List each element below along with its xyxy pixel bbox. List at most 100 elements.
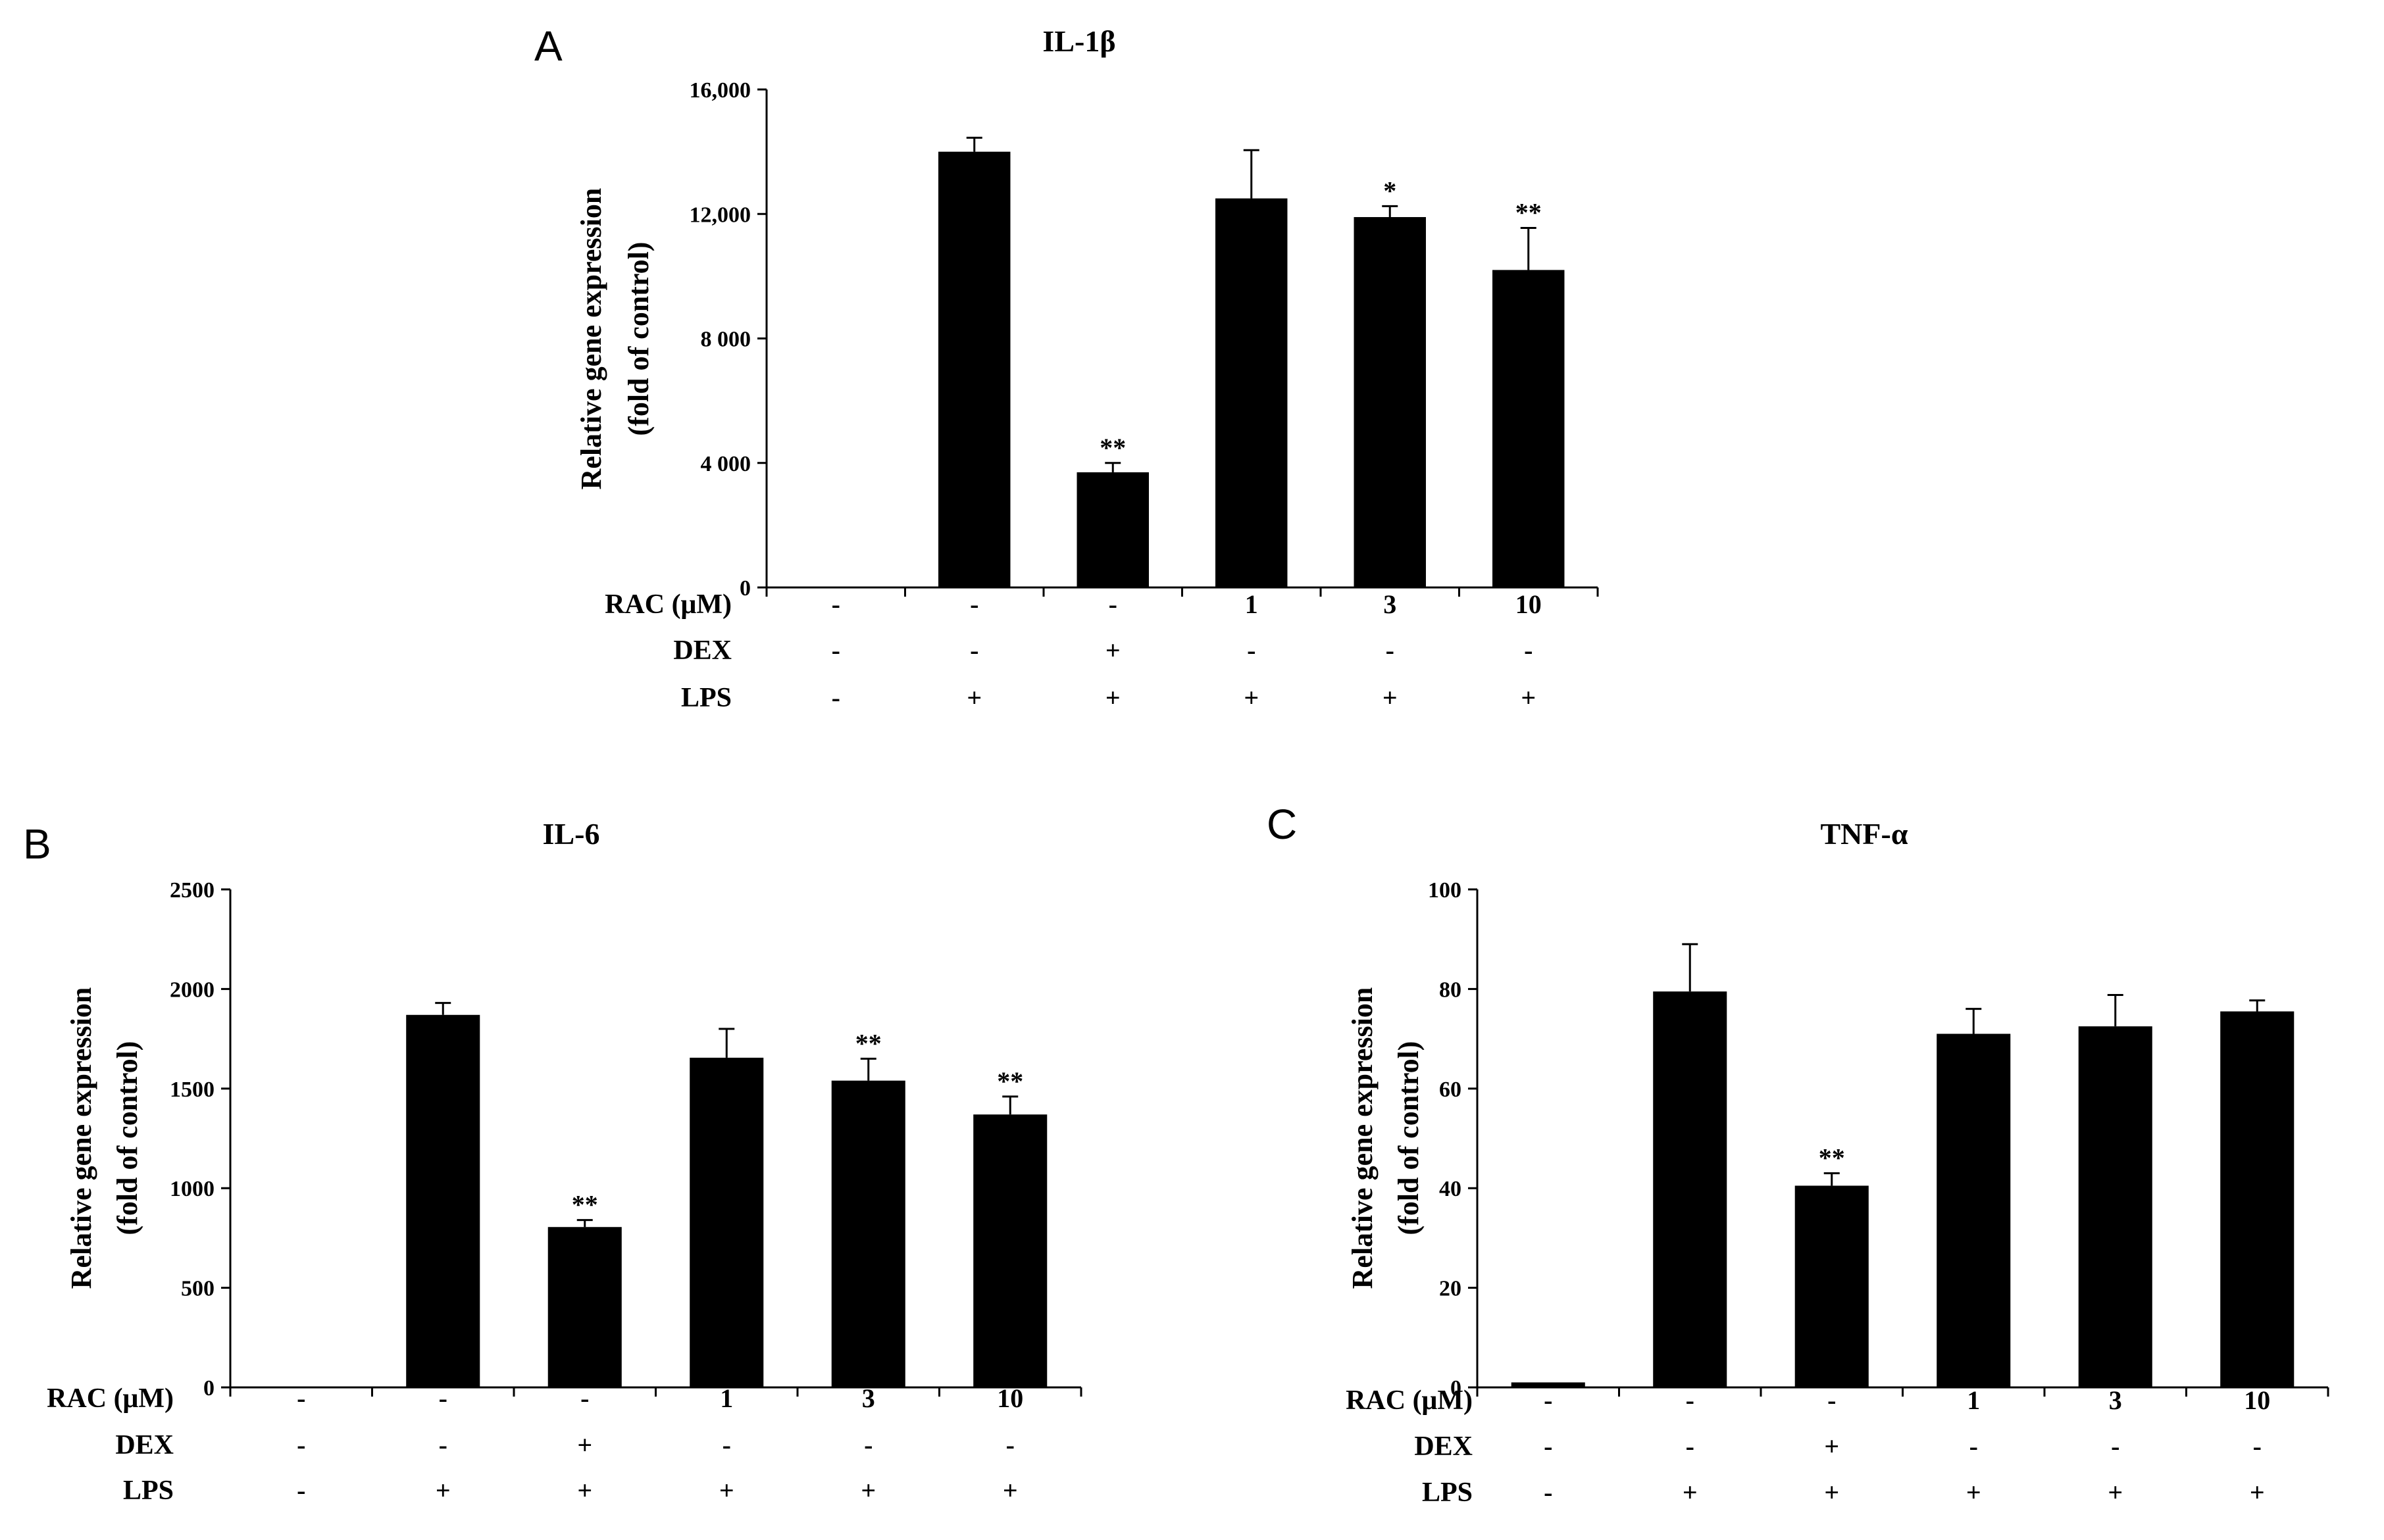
bar [1354, 216, 1426, 587]
bar [2078, 1026, 2152, 1387]
y-axis-label-line: Relative gene expression [65, 987, 97, 1289]
panel-a: A IL-1β Relative gene expression (fold of c… [534, 22, 1599, 713]
condition-cell: + [861, 1476, 876, 1505]
condition-cell: + [577, 1430, 592, 1460]
error-bar [966, 136, 982, 152]
y-tick-label: 8 000 [701, 328, 751, 352]
condition-cell: - [1827, 1385, 1836, 1415]
significance-marker: ** [1515, 198, 1542, 228]
error-bar [2107, 993, 2123, 1027]
error-bar [1682, 943, 1698, 992]
condition-cell: - [970, 589, 978, 619]
condition-cell: + [719, 1476, 734, 1505]
error-bar [1243, 149, 1259, 199]
condition-cell: + [1683, 1478, 1698, 1507]
condition-cell: - [1686, 1431, 1694, 1461]
condition-row-label: LPS [681, 683, 732, 713]
bar [1653, 991, 1727, 1387]
condition-cell: - [1686, 1385, 1694, 1415]
condition-cell: + [1824, 1431, 1839, 1461]
condition-row-label: DEX [673, 635, 732, 666]
error-bar [1823, 1172, 1840, 1186]
y-tick-label: 12,000 [690, 203, 751, 227]
panel-label: A [534, 22, 563, 70]
condition-row-label: RAC (μM) [605, 589, 732, 620]
y-tick-label: 1000 [170, 1177, 215, 1201]
condition-cell: - [580, 1383, 589, 1413]
error-bar [2249, 999, 2266, 1012]
y-tick-label: 500 [181, 1277, 215, 1301]
y-tick-label: 60 [1439, 1078, 1461, 1102]
condition-cell: + [1824, 1478, 1839, 1507]
significance-marker: ** [572, 1190, 598, 1220]
chart-title: IL-6 [543, 817, 600, 851]
condition-cell: 1 [720, 1383, 733, 1413]
condition-row-label: LPS [1422, 1478, 1473, 1508]
bar [1492, 270, 1565, 587]
condition-cell: 1 [1967, 1385, 1980, 1415]
panel-b: B IL-6 Relative gene expression (fold of co… [23, 817, 1082, 1506]
panel-label: C [1267, 801, 1297, 848]
chart-title: IL-1β [1042, 24, 1115, 58]
condition-cell: - [297, 1430, 305, 1460]
condition-cell: - [297, 1383, 305, 1413]
condition-cell: 1 [1245, 589, 1258, 619]
y-axis-label-line: (fold of control) [622, 242, 655, 436]
condition-cell: - [1544, 1478, 1552, 1507]
condition-cell: + [1966, 1478, 1981, 1507]
bar [1794, 1185, 1869, 1387]
condition-cell: + [2250, 1478, 2265, 1507]
condition-cell: + [1244, 683, 1259, 712]
bar [2220, 1011, 2295, 1387]
condition-cell: - [297, 1476, 305, 1505]
condition-row-label: LPS [123, 1476, 174, 1506]
condition-cell: 3 [1383, 589, 1396, 619]
significance-marker: * [1383, 176, 1396, 205]
y-axis-label-line: Relative gene expression [575, 188, 607, 490]
condition-cell: + [1105, 683, 1121, 712]
bar [1215, 198, 1288, 587]
condition-cell: - [2111, 1431, 2119, 1461]
condition-cell: - [832, 589, 840, 619]
condition-cell: + [967, 683, 982, 712]
condition-cell: + [436, 1476, 451, 1505]
condition-cell: - [832, 683, 840, 712]
condition-cell: 3 [862, 1383, 875, 1413]
bar [690, 1057, 764, 1387]
condition-cell: - [1247, 635, 1255, 665]
y-tick-label: 80 [1439, 978, 1461, 1002]
condition-row-label: RAC (μM) [1346, 1385, 1473, 1416]
condition-cell: - [2253, 1431, 2262, 1461]
y-tick-label: 4 000 [701, 452, 751, 476]
y-tick-label: 0 [740, 576, 751, 601]
error-bar [719, 1028, 735, 1058]
condition-cell: - [1109, 589, 1117, 619]
condition-cell: - [1386, 635, 1394, 665]
y-tick-label: 0 [1450, 1376, 1461, 1401]
condition-row-label: RAC (μM) [47, 1383, 174, 1414]
significance-marker: ** [855, 1028, 882, 1058]
y-axis-label-line: (fold of control) [111, 1041, 143, 1235]
y-tick-label: 2500 [170, 878, 215, 903]
bar [1937, 1033, 2011, 1387]
condition-cell: - [439, 1383, 447, 1413]
condition-cell: - [1544, 1431, 1552, 1461]
condition-cell: 10 [997, 1383, 1023, 1413]
significance-marker: ** [1100, 433, 1126, 462]
error-bar [435, 1002, 451, 1015]
bar [1511, 1382, 1585, 1387]
y-tick-label: 20 [1439, 1277, 1461, 1301]
condition-cell: + [2108, 1478, 2123, 1507]
error-bar [1105, 462, 1121, 472]
bar [938, 151, 1011, 587]
condition-row-label: DEX [1414, 1431, 1473, 1462]
bar [831, 1080, 905, 1387]
y-tick-label: 0 [203, 1376, 215, 1401]
condition-cell: - [970, 635, 978, 665]
y-axis-label-line: (fold of control) [1392, 1041, 1425, 1235]
error-bar [1002, 1095, 1019, 1115]
y-axis-label-line: Relative gene expression [1346, 987, 1379, 1289]
condition-cell: - [1544, 1385, 1552, 1415]
bar [973, 1114, 1048, 1387]
